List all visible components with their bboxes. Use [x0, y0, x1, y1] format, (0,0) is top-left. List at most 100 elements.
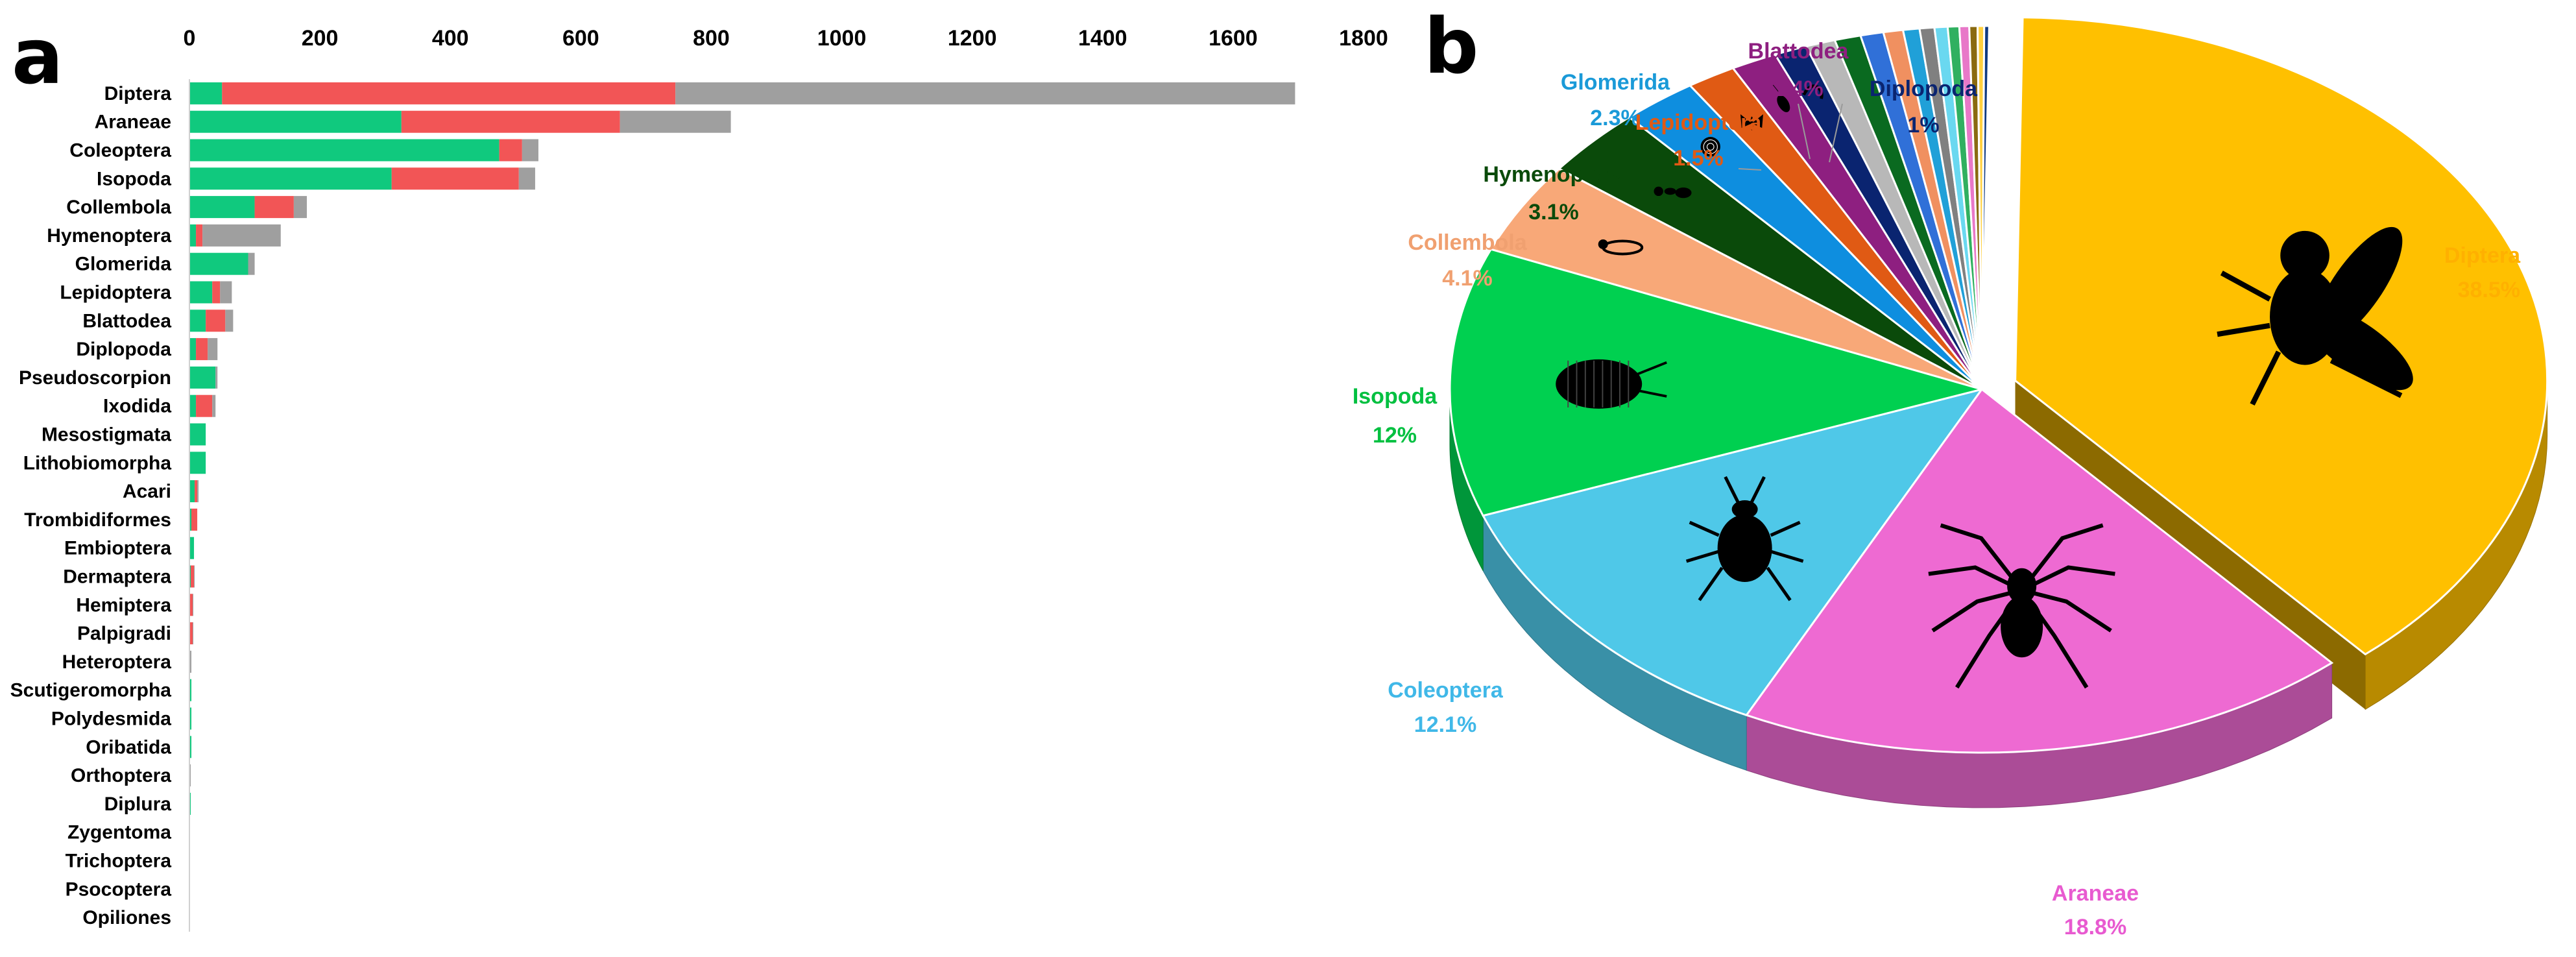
leader-line-diplopoda [1829, 103, 1843, 163]
cockroach-icon [1772, 84, 1790, 112]
fly-icon [2217, 226, 2413, 406]
panel-b-letter: b [1424, 1, 1478, 91]
category-label: Trombidiformes [24, 509, 171, 531]
ant-icon [1654, 186, 1692, 199]
category-label: Hymenoptera [47, 225, 171, 247]
bar-coleoptera-red [499, 139, 522, 162]
pie-percent-diptera: 38.5% [2458, 278, 2520, 302]
bar-collembola-gray [293, 196, 307, 219]
pie-percent-hymenoptera: 3.1% [1528, 200, 1579, 224]
bar-diplopoda-gray [208, 338, 218, 361]
pie-slice-minor-21 [1980, 25, 1990, 390]
category-label: Lepidoptera [60, 282, 171, 304]
x-tick-label: 1400 [1078, 26, 1127, 51]
bar-diptera-red [222, 82, 676, 104]
x-tick-label: 0 [184, 26, 196, 51]
category-label: Diplura [104, 793, 172, 815]
pie-percent-isopoda: 12% [1373, 423, 1417, 448]
x-tick-label: 800 [693, 26, 730, 51]
category-label: Palpigradi [77, 623, 171, 644]
pie-label-blattodea: Blattodea [1748, 39, 1849, 64]
pie-slice-isopoda [1449, 248, 1986, 517]
bar-hemiptera-red [190, 594, 193, 616]
x-tick-label: 400 [432, 26, 469, 51]
bar-ixodida-red [196, 394, 213, 417]
pie-percent-blattodea: 1.4% [1773, 77, 1824, 101]
bar-glomerida-gray [248, 252, 255, 275]
bar-hymenoptera-red [196, 224, 203, 247]
bar-ixodida-green [189, 394, 197, 417]
pie-label-glomerida: Glomerida [1561, 70, 1670, 95]
bar-pseudoscorpion-gray [215, 366, 218, 389]
bar-blattodea-red [206, 309, 226, 332]
bar-araneae-red [401, 110, 620, 133]
bar-stacks [189, 82, 1295, 929]
springtail-icon [1598, 239, 1644, 256]
bar-dermaptera-green [189, 565, 191, 588]
pie-percent-araneae: 18.8% [2064, 915, 2126, 939]
category-label: Mesostigmata [42, 424, 171, 446]
category-label: Blattodea [82, 310, 171, 332]
category-label: Opiliones [82, 907, 171, 928]
pie-label-hymenoptera: Hymenoptera [1483, 162, 1624, 187]
bar-heteroptera-gray [190, 650, 192, 673]
pie-label-diplopoda: Diplopoda [1870, 77, 1978, 101]
bar-lepidoptera-red [212, 281, 221, 304]
bar-isopoda-red [391, 167, 519, 190]
category-label: Polydesmida [51, 709, 171, 730]
bar-coleoptera-green [189, 139, 500, 162]
bar-scutigeromorpha-green [189, 679, 192, 701]
x-tick-label: 600 [562, 26, 599, 51]
bar-blattodea-gray [225, 309, 234, 332]
category-label: Embioptera [64, 538, 171, 559]
bar-hymenoptera-gray [202, 224, 281, 247]
category-label: Trichoptera [66, 851, 172, 872]
bar-araneae-green [189, 110, 402, 133]
category-label: Dermaptera [63, 566, 171, 588]
bar-trombidiformes-red [191, 508, 198, 531]
bar-dermaptera-red [191, 565, 195, 588]
x-tick-label: 200 [302, 26, 339, 51]
pie-label-collembola: Collembola [1408, 230, 1527, 255]
category-label: Psocoptera [66, 878, 172, 900]
category-labels: Diptera Araneae Coleoptera Isopoda Collembol… [10, 83, 172, 928]
pill-millipede-icon [1700, 137, 1720, 157]
pie-chart: Diptera 38.5% Araneae 18.8% Coleoptera 12.1% I… [1353, 16, 2549, 939]
bar-acari-red [195, 480, 198, 503]
category-label: Pseudoscorpion [19, 367, 171, 389]
pie-silhouettes [1556, 84, 2413, 689]
pie-slice-collembola [1489, 167, 1982, 391]
x-axis-ticks: 0 200 400 600 800 1000 1200 1400 1600 1800 [184, 26, 1388, 51]
pie-percent-glomerida: 2.3% [1590, 106, 1641, 130]
bar-dermaptera-gray [194, 565, 195, 588]
category-label: Zygentoma [67, 822, 171, 843]
bar-trombidiformes-green [189, 508, 192, 531]
x-tick-label: 1000 [817, 26, 867, 51]
bar-orthoptera-gray [190, 764, 191, 787]
pie-percent-lepidoptera: 1.5% [1673, 146, 1724, 171]
bar-embioptera-green [189, 537, 195, 559]
leader-line-blattodea [1798, 103, 1811, 160]
category-label: Araneae [95, 112, 171, 133]
pie-percent-collembola: 4.1% [1442, 266, 1493, 291]
bar-collembola-red [254, 196, 294, 219]
bar-palpigradi-red [190, 622, 193, 645]
pie-label-lepidoptera: Lepidoptera [1635, 110, 1763, 135]
category-label: Diptera [104, 83, 172, 104]
millipede-icon [1802, 84, 1824, 99]
category-label: Collembola [66, 197, 171, 218]
bar-lepidoptera-green [189, 281, 213, 304]
panel-a-letter: a [12, 12, 64, 101]
bar-oribatida-green [189, 736, 192, 758]
x-tick-label: 1200 [948, 26, 997, 51]
bar-isopoda-green [189, 167, 392, 190]
bar-blattodea-green [189, 309, 206, 332]
category-label: Ixodida [103, 396, 171, 417]
pie-percent-coleoptera: 12.1% [1414, 712, 1476, 737]
bar-polydesmida-green [189, 707, 192, 730]
bar-mesostigmata-green [189, 423, 206, 446]
pie-label-isopoda: Isopoda [1353, 384, 1438, 409]
bar-ixodida-gray [212, 394, 216, 417]
category-label: Lithobiomorpha [23, 452, 172, 474]
pie-label-araneae: Araneae [2052, 881, 2139, 906]
